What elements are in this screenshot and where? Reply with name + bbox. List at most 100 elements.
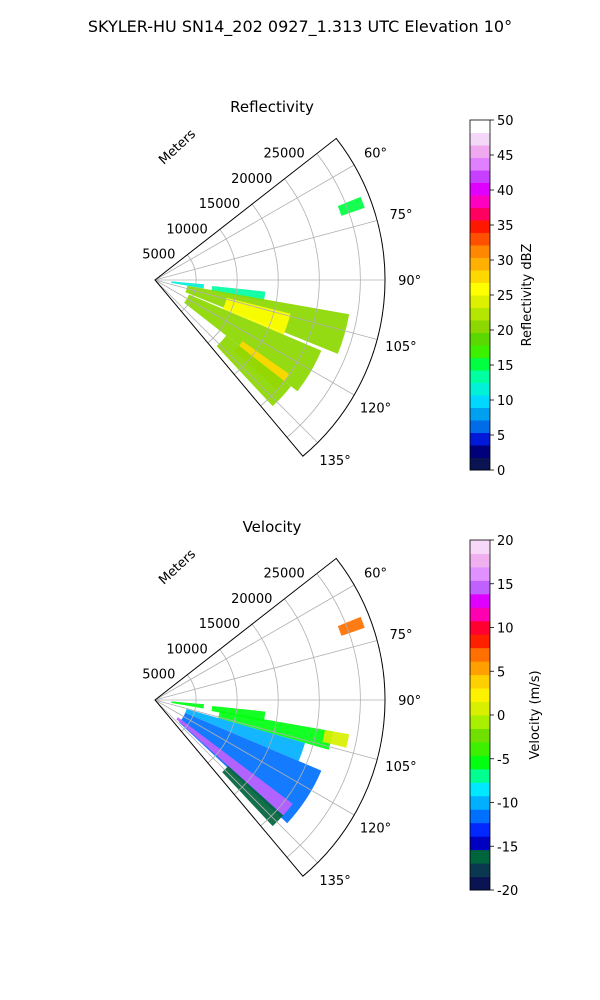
velocity-plot-frame [154,557,386,877]
reflectivity-colorbar-cell [470,457,490,471]
velocity-colorbar-cell [470,849,490,864]
reflectivity-colorbar-cell [470,395,490,408]
reflectivity-azimuth-spoke [154,220,378,281]
velocity-colorbar-label: Velocity (m/s) [528,670,543,759]
reflectivity-range-tick-label: 20000 [231,172,272,187]
velocity-colorbar-cell [470,540,490,554]
velocity-ticks: 5000 10000 15000 20000 25000 60° 75° 90° 105° 120… [142,567,421,889]
reflectivity-azimuth-tick-label: 105° [385,340,416,355]
velocity-range-ring [181,674,197,732]
velocity-range-tick-label: 20000 [231,592,272,607]
velocity-colorbar-tick-label: -15 [497,840,518,855]
reflectivity-colorbar-tick-label: 10 [497,394,514,409]
reflectivity-colorbar-tick-label: 40 [497,184,514,199]
reflectivity-colorbar-cell [470,182,490,196]
velocity-range-ring [260,598,320,827]
reflectivity-echo-region [337,196,365,216]
reflectivity-colorbar-cell [470,332,490,346]
reflectivity-colorbar-cell [470,145,490,158]
reflectivity-colorbar-cell [470,370,490,383]
reflectivity-colorbar-cell [470,295,490,308]
reflectivity-plot-frame [154,137,386,457]
reflectivity-colorbar-cell [470,270,490,283]
reflectivity-ticks: 5000 10000 15000 20000 25000 60° 75° 90° 105° 120… [142,147,421,469]
velocity-echo-region [185,709,306,761]
reflectivity-colorbar-cell [470,282,490,296]
reflectivity-colorbar-cell [470,232,490,246]
reflectivity-panel-title: Reflectivity [230,98,314,116]
reflectivity-echo-region [223,297,291,335]
reflectivity-range-tick-label: 25000 [263,147,304,162]
velocity-range-tick-label: 5000 [142,668,175,683]
velocity-colorbar-cell [470,661,490,676]
reflectivity-colorbar-cell [470,170,490,183]
velocity-colorbar-cell [470,741,490,756]
reflectivity-panel: Reflectivity 5000 10000 15000 20000 25000 60°… [142,98,421,469]
velocity-colorbar-tick-label: -20 [497,884,518,899]
velocity-echo-region [179,712,322,824]
reflectivity-colorbar-tick-label: 30 [497,254,514,269]
reflectivity-colorbar-label: Reflectivity dBZ [520,244,535,347]
reflectivity-echo-region [184,294,322,392]
reflectivity-azimuth-tick-label: 75° [389,208,412,223]
reflectivity-range-ring [207,229,238,344]
reflectivity-range-ring [181,254,197,312]
velocity-azimuth-spoke [154,640,378,701]
reflectivity-echoes [171,196,365,407]
velocity-colorbar-cell [470,795,490,810]
reflectivity-colorbar-tick-label: 45 [497,149,514,164]
velocity-colorbar-cell [470,701,490,716]
velocity-range-ring [233,623,279,795]
reflectivity-colorbar-cell [470,420,490,433]
reflectivity-range-tick-label: 10000 [166,222,207,237]
reflectivity-grid [154,137,386,457]
velocity-colorbar-cell [470,715,490,729]
reflectivity-range-ring [233,203,279,375]
velocity-echo-region [222,765,284,827]
velocity-colorbar-cell [470,782,490,797]
velocity-echo-region [176,717,293,816]
velocity-colorbar-cell [470,809,490,824]
velocity-azimuth-spoke [154,584,355,701]
velocity-colorbar: -20 -15 -10 -5 0 5 10 15 20 Velocity (m/s) [469,534,543,899]
velocity-colorbar-cell [470,634,490,649]
velocity-echo-region [337,616,365,636]
velocity-colorbar-cell [470,580,490,595]
velocity-colorbar-tick-label: 10 [497,622,514,637]
reflectivity-azimuth-tick-label: 90° [398,274,421,289]
reflectivity-colorbar-cell [470,195,490,208]
velocity-colorbar-cell [470,620,490,635]
reflectivity-colorbar-tick-label: 50 [497,114,514,129]
velocity-colorbar-cell [470,768,490,783]
reflectivity-colorbar-cell [470,220,490,233]
velocity-colorbar-cell [470,688,490,703]
velocity-colorbar-cell [470,607,490,622]
reflectivity-echo-region [216,335,291,407]
velocity-grid [154,557,386,877]
velocity-colorbar-cell [470,822,490,837]
velocity-colorbar-ticks: -20 -15 -10 -5 0 5 10 15 20 [490,534,518,899]
reflectivity-azimuth-spoke [154,279,318,443]
reflectivity-colorbar: 0 5 10 15 20 25 30 35 40 45 50 Reflectivity dBZ [469,114,535,479]
velocity-panel-title: Velocity [243,518,302,536]
velocity-colorbar-cell [470,728,490,743]
reflectivity-colorbar-cell [470,120,490,133]
velocity-colorbar-tick-label: -5 [497,753,510,768]
reflectivity-azimuth-tick-label: 60° [364,147,387,162]
velocity-colorbar-cell [470,593,490,608]
reflectivity-colorbar-cell [470,432,490,446]
velocity-azimuth-tick-label: 105° [385,760,416,775]
velocity-range-tick-label: 10000 [166,642,207,657]
velocity-azimuth-spoke [154,699,318,863]
reflectivity-colorbar-cell [470,132,490,146]
reflectivity-colorbar-cells [470,120,490,471]
velocity-range-axis-label: Meters [156,547,199,588]
reflectivity-range-ring [286,153,361,438]
reflectivity-colorbar-ticks: 0 5 10 15 20 25 30 35 40 45 50 [490,114,514,479]
reflectivity-colorbar-cell [470,307,490,321]
velocity-azimuth-tick-label: 75° [389,628,412,643]
reflectivity-colorbar-cell [470,320,490,333]
velocity-colorbar-cell [470,553,490,568]
reflectivity-azimuth-spoke [154,279,355,396]
